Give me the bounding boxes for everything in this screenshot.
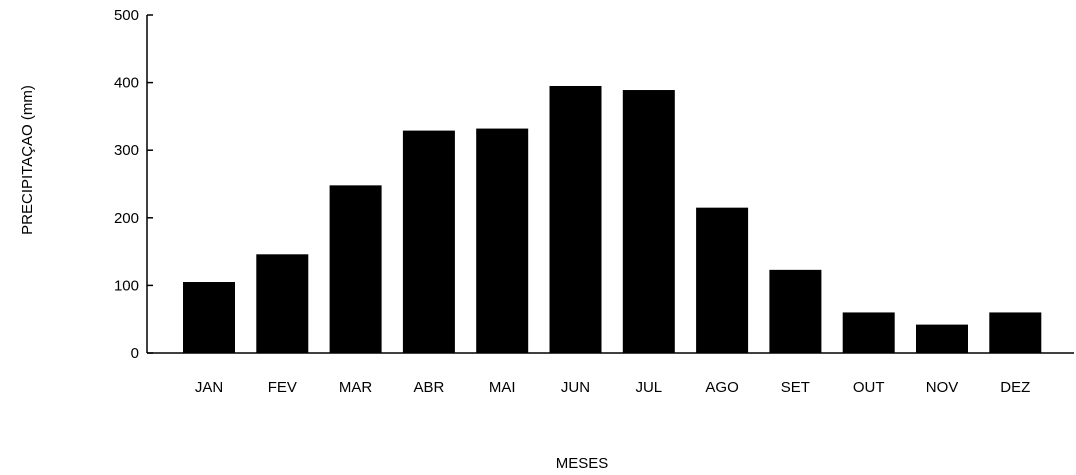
y-tick-label: 400 (114, 75, 139, 92)
bar-dez (989, 312, 1042, 353)
y-tick-label: 100 (114, 277, 139, 294)
bar-ago (696, 207, 749, 353)
y-tick-label: 500 (114, 7, 139, 24)
y-ticks-group: 0 100 200 300 400 500 (114, 7, 153, 362)
x-tick-label: OUT (853, 379, 885, 396)
y-tick-label: 300 (114, 142, 139, 159)
x-tick-label: JAN (195, 379, 223, 396)
bar-set (769, 269, 822, 353)
x-axis-label: MESES (556, 455, 609, 470)
bar-abr (402, 130, 455, 353)
bar-mai (476, 128, 529, 353)
bar-mar (329, 185, 382, 353)
bar-jan (183, 282, 235, 353)
bars-group (183, 85, 1042, 353)
x-tick-label: JUL (635, 379, 662, 396)
x-tick-label: JUN (561, 379, 590, 396)
x-tick-label: NOV (926, 379, 959, 396)
x-tick-label: SET (781, 379, 810, 396)
y-tick-label: 200 (114, 210, 139, 227)
bar-jul (622, 90, 675, 353)
bar-jun (549, 85, 602, 353)
x-tick-label: ABR (413, 379, 444, 396)
x-tick-label: AGO (705, 379, 738, 396)
y-tick-label: 0 (131, 345, 139, 362)
y-axis-label: PRECIPITAÇAO (mm) (19, 85, 36, 235)
axes-group (146, 15, 1074, 354)
bar-fev (256, 254, 309, 353)
x-ticks-group: JAN FEV MAR ABR MAI JUN JUL AGO SET OUT NOV DEZ (195, 379, 1030, 396)
x-tick-label: MAI (489, 379, 516, 396)
x-tick-label: FEV (268, 379, 297, 396)
x-tick-label: DEZ (1000, 379, 1030, 396)
x-tick-label: MAR (339, 379, 373, 396)
bar-nov (916, 324, 968, 353)
bar-out (842, 312, 895, 353)
